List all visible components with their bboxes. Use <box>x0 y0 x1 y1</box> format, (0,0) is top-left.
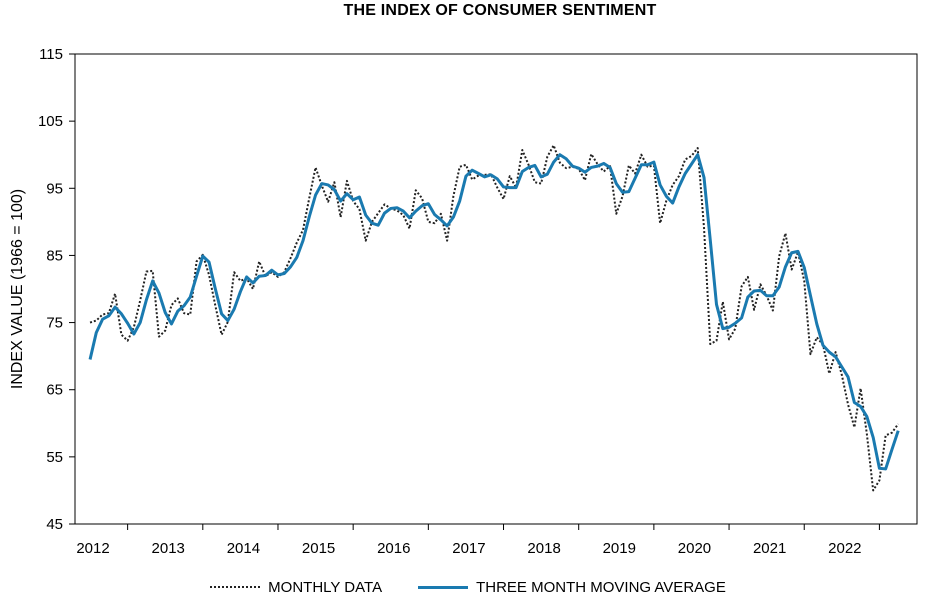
x-tick-label: 2017 <box>452 540 485 557</box>
y-tick-label: 85 <box>46 247 63 264</box>
legend-label-moving-average: THREE MONTH MOVING AVERAGE <box>476 578 726 596</box>
legend-item-monthly: MONTHLY DATA <box>210 579 382 596</box>
x-tick-label: 2012 <box>76 540 109 557</box>
plot-area <box>74 53 918 525</box>
x-axis: 2012 2013 2014 2015 2016 2017 2018 2019 2020 2021… <box>76 524 880 557</box>
y-axis: 45 55 65 75 85 95 105 115 <box>38 46 75 533</box>
y-tick-label: 65 <box>46 382 63 399</box>
x-tick-label: 2015 <box>302 540 335 557</box>
y-tick-label: 55 <box>46 449 63 466</box>
series-line-moving-average <box>88 153 900 471</box>
x-tick-label: 2020 <box>678 540 711 557</box>
x-tick-label: 2014 <box>227 540 260 557</box>
x-tick-label: 2016 <box>377 540 410 557</box>
legend-swatch-moving-average <box>418 585 469 589</box>
y-tick-label: 75 <box>46 315 63 332</box>
series-layer <box>88 144 900 492</box>
series-line-monthly <box>89 144 900 492</box>
y-tick-label: 105 <box>38 113 63 130</box>
legend-label-monthly: MONTHLY DATA <box>268 578 383 596</box>
y-tick-label: 95 <box>46 180 63 197</box>
chart-title: THE INDEX OF CONSUMER SENTIMENT <box>343 2 657 19</box>
x-tick-label: 2018 <box>527 540 560 557</box>
x-tick-label: 2022 <box>828 540 861 557</box>
legend-swatch-monthly <box>210 586 261 588</box>
x-tick-label: 2013 <box>152 540 185 557</box>
y-tick-label: 45 <box>46 516 63 533</box>
y-tick-label: 115 <box>39 46 63 63</box>
x-tick-label: 2019 <box>603 540 636 557</box>
legend-item-moving-average: THREE MONTH MOVING AVERAGE <box>418 579 726 596</box>
y-axis-title: INDEX VALUE (1966 = 100) <box>9 189 26 389</box>
legend: MONTHLY DATA THREE MONTH MOVING AVERAGE <box>0 576 936 598</box>
x-tick-label: 2021 <box>753 540 786 557</box>
